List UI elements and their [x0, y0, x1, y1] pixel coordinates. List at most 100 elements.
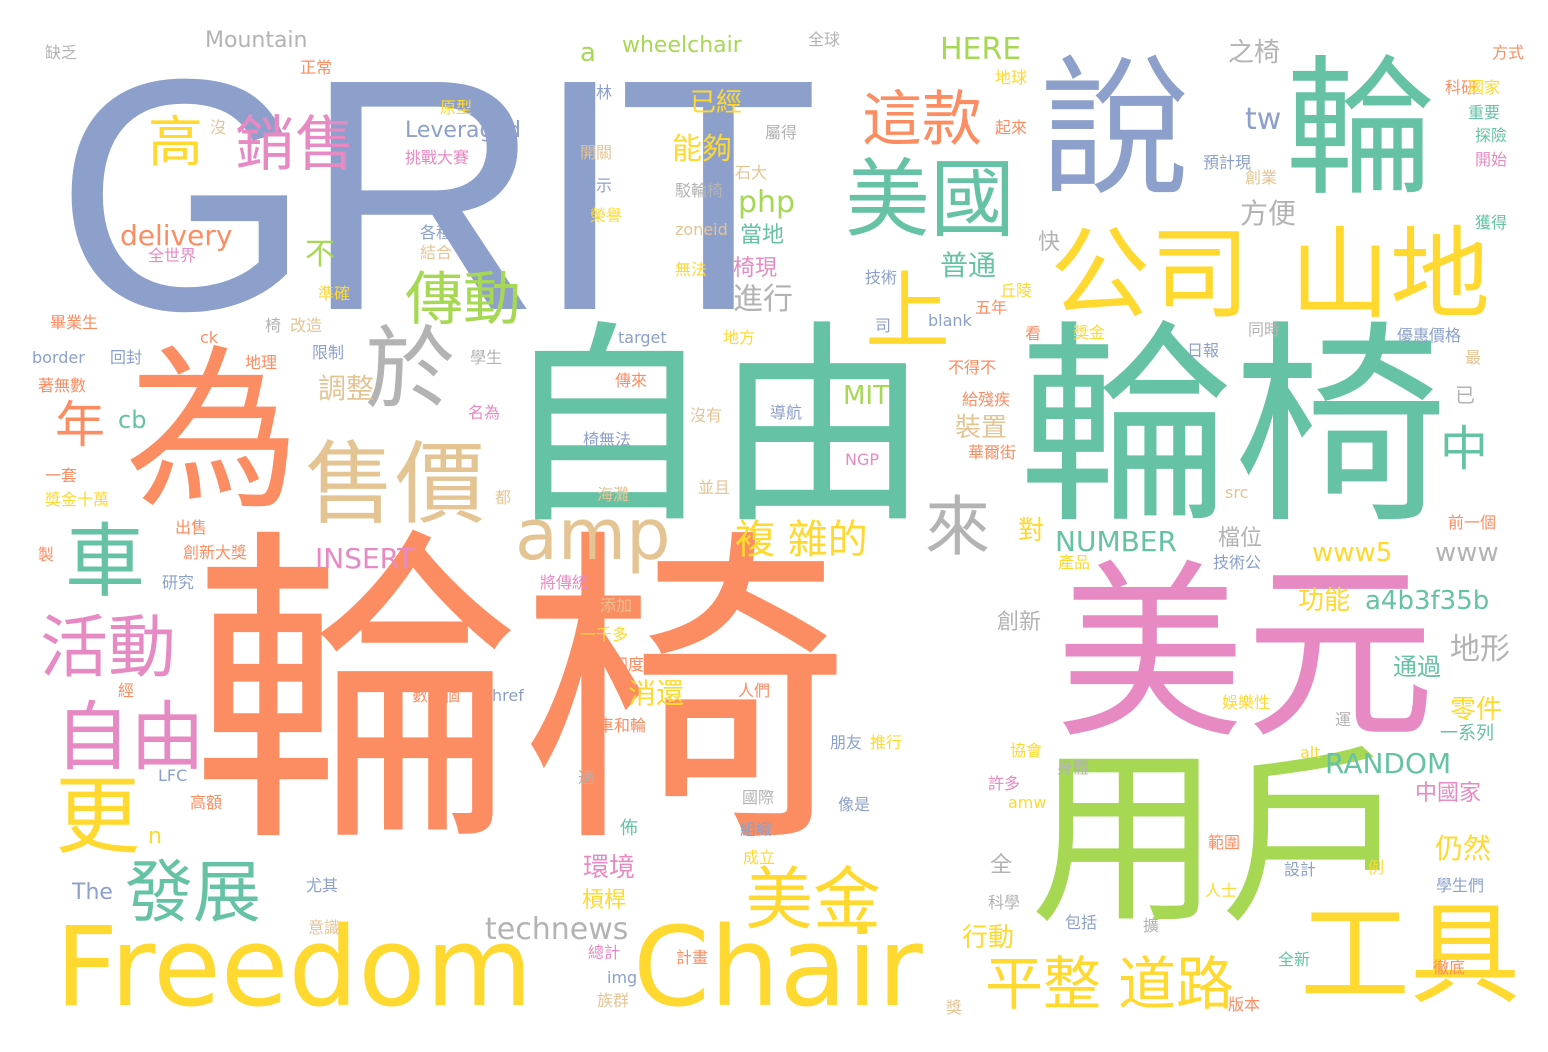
word-cloud-word: 一套 — [45, 466, 78, 485]
word-cloud-word: 朋友 — [830, 733, 863, 752]
word-cloud-word: 功能 — [1298, 586, 1351, 616]
word-cloud-word: tw — [1245, 102, 1282, 137]
word-cloud-word: 並且 — [698, 478, 731, 497]
word-cloud-word: 科研 — [1445, 78, 1478, 97]
word-cloud-word: 地球 — [995, 68, 1028, 87]
word-cloud-word: 創業 — [1245, 168, 1278, 187]
word-cloud-word: 椅 — [265, 316, 282, 335]
word-cloud-word: 著無數 — [38, 376, 87, 395]
word-cloud-word: 製 — [38, 545, 55, 564]
word-cloud-word: 徹底 — [1433, 958, 1466, 977]
word-cloud-word: 不 — [305, 237, 335, 272]
word-cloud-word: 高額 — [190, 793, 223, 812]
word-cloud-word: MIT — [843, 381, 889, 411]
word-cloud-word: 原型 — [440, 98, 473, 117]
word-cloud-word: 活動 — [40, 609, 177, 688]
word-cloud-word: 全球 — [808, 30, 841, 49]
word-cloud-word: 探險 — [1475, 126, 1508, 145]
word-cloud-word: 方便 — [1240, 197, 1297, 230]
word-cloud-word: 挑戰大賽 — [405, 148, 470, 167]
word-cloud-word: 計畫 — [676, 948, 709, 967]
word-cloud-word: 畢業生 — [50, 313, 99, 332]
word-cloud-word: INSERT — [315, 542, 415, 575]
word-cloud-word: 人士 — [1205, 881, 1238, 900]
word-cloud-word: 銷售 — [235, 110, 355, 180]
word-cloud-word: NUMBER — [1055, 525, 1177, 558]
word-cloud-word: 將傳統 — [540, 573, 589, 592]
word-cloud-word: 導航 — [770, 403, 803, 422]
word-cloud-word: 售價 — [305, 432, 485, 537]
word-cloud-word: 華爾街 — [968, 443, 1017, 462]
word-cloud-word: 日報 — [1187, 341, 1220, 360]
word-cloud-word: 平整 — [985, 950, 1102, 1018]
word-cloud-word: 組織 — [740, 820, 773, 839]
word-cloud-word: 範圍 — [1208, 833, 1241, 852]
word-cloud-word: 車和輪 — [598, 716, 647, 735]
word-cloud-word: 全新 — [1278, 950, 1311, 969]
word-cloud-word: 當地 — [740, 223, 785, 248]
word-cloud-word: 地方 — [723, 328, 756, 347]
word-cloud-word: 地理 — [245, 353, 278, 372]
word-cloud-word: 學生 — [470, 348, 503, 367]
word-cloud-word: 公司 — [1050, 216, 1250, 333]
word-cloud-word: 對 — [1018, 516, 1045, 546]
word-cloud-word: 獎金十萬 — [45, 490, 110, 509]
word-cloud-word: 椅無法 — [583, 430, 632, 449]
word-cloud-word: 各種 — [420, 223, 453, 242]
word-cloud-word: 看 — [1025, 324, 1042, 343]
word-cloud-word: 國際 — [742, 788, 775, 807]
word-cloud-word: 通過 — [1393, 653, 1441, 681]
word-cloud-word: n — [148, 824, 162, 849]
word-cloud-word: 用戶 — [1030, 729, 1411, 950]
word-cloud-word: 回封 — [110, 348, 143, 367]
word-cloud-word: 適 — [578, 768, 595, 787]
word-cloud-word: 數十個 — [412, 686, 461, 705]
word-cloud-word: 科學 — [988, 893, 1021, 912]
word-cloud-word: 技術 — [865, 268, 898, 287]
word-cloud-word: 全 — [990, 853, 1013, 878]
word-cloud-word: amw — [1008, 793, 1047, 812]
word-cloud-word: 最 — [1465, 348, 1482, 367]
word-cloud-word: 裝置 — [955, 413, 1008, 443]
word-cloud-word: img — [607, 968, 638, 987]
word-cloud-word: 消還 — [628, 677, 685, 710]
word-cloud-word: alt — [1300, 743, 1321, 762]
word-cloud-word: 方式 — [1492, 43, 1525, 62]
word-cloud-word: 駁輪椅 — [675, 181, 724, 200]
word-cloud-word: 高 — [148, 110, 204, 174]
word-cloud-word: 山地 — [1290, 216, 1490, 333]
word-cloud-word: 行動 — [962, 923, 1015, 953]
word-cloud-word: www — [1435, 538, 1499, 568]
word-cloud-word: 工具 — [1300, 891, 1520, 1019]
word-cloud-word: 人們 — [738, 681, 771, 700]
word-cloud-word: 丘陵 — [1000, 281, 1033, 300]
word-cloud-word: Chair — [633, 903, 923, 1031]
word-cloud-word: 普通 — [940, 249, 997, 282]
word-cloud-word: 添加 — [600, 596, 633, 615]
word-cloud-word: 出售 — [175, 518, 208, 537]
word-cloud-word: 屬得 — [765, 123, 798, 142]
word-cloud-word: 地形 — [1450, 632, 1510, 667]
word-cloud-word: 預計現 — [1203, 153, 1252, 172]
word-cloud-word: Leveraged — [405, 118, 521, 143]
word-cloud-word: 一系列 — [1440, 723, 1494, 744]
word-cloud-word: 調整 — [318, 372, 375, 405]
word-cloud-word: href — [492, 686, 524, 705]
word-cloud-word: LFC — [158, 766, 188, 785]
word-cloud-word: 準確 — [318, 284, 351, 303]
word-cloud-word: 重要 — [1468, 103, 1501, 122]
word-cloud-word: 起來 — [995, 118, 1028, 137]
word-cloud-word: 自由 — [500, 302, 930, 553]
word-cloud-word: 例 — [1368, 858, 1385, 877]
word-cloud-word: target — [618, 328, 667, 347]
word-cloud-word: 擴 — [1143, 916, 1160, 935]
word-cloud-word: border — [32, 348, 85, 367]
word-cloud-word: zoneid — [675, 220, 728, 239]
word-cloud-word: 表示 — [580, 176, 613, 195]
word-cloud-word: 已經 — [690, 88, 743, 118]
word-cloud-word: 槓桿 — [582, 888, 627, 913]
word-cloud-word: 尤其 — [306, 876, 339, 895]
word-cloud-word: 這款 — [862, 85, 982, 155]
word-cloud-word: Freedom — [55, 903, 533, 1031]
word-cloud-word: 美元 — [1055, 544, 1436, 765]
